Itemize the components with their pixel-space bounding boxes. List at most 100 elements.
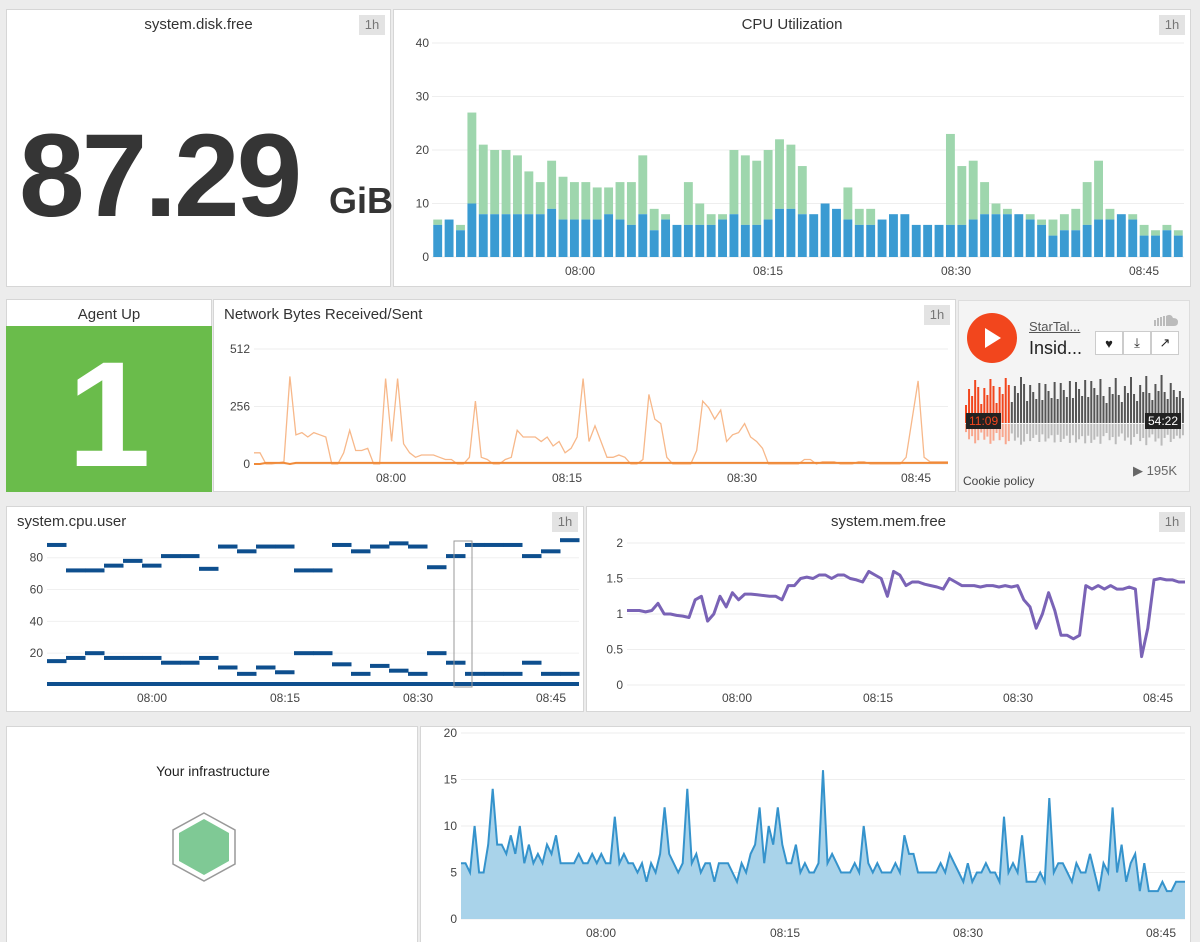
- cpu-bar-user: [877, 219, 887, 257]
- cpu-user-segment: [104, 563, 124, 568]
- waveform[interactable]: [965, 371, 1185, 451]
- waveform-bar: [1071, 398, 1074, 423]
- cpu-bar-total: [558, 176, 568, 220]
- cpu-bar-user: [581, 219, 591, 257]
- cpu-bar-user: [945, 224, 955, 257]
- cpu-bar-user: [604, 214, 614, 257]
- waveform-bar: [1032, 392, 1035, 423]
- cpu-bar-user: [456, 230, 465, 257]
- play-button[interactable]: [967, 313, 1017, 363]
- cpu-bar-user: [524, 214, 534, 257]
- cpu-bar-total: [569, 182, 579, 220]
- x-tick-label: 08:00: [586, 926, 616, 940]
- x-tick-label: 08:45: [536, 691, 566, 705]
- cpu-bar-user: [718, 219, 727, 257]
- cpu-user-segment: [484, 542, 504, 547]
- cpu-user-segment: [85, 568, 105, 573]
- waveform-bar: [1047, 391, 1050, 423]
- waveform-reflection: [1130, 424, 1132, 445]
- waveform-reflection: [1071, 424, 1074, 436]
- waveform-bar: [1178, 391, 1181, 423]
- cpu-bar-total: [547, 160, 557, 209]
- waveform-bar: [1120, 402, 1123, 423]
- cpu-user-segment: [427, 651, 447, 656]
- cpu-bar-total: [604, 187, 614, 215]
- x-tick-label: 08:00: [376, 471, 406, 485]
- cpu-user-segment: [161, 554, 181, 559]
- track-title[interactable]: Insid...: [1029, 338, 1083, 358]
- y-tick-label: 0: [243, 457, 250, 471]
- cpu-bar-user: [672, 224, 682, 257]
- track-artist-link[interactable]: StarTal...: [1029, 319, 1081, 334]
- waveform-reflection: [1078, 424, 1081, 440]
- soundcloud-player: StarTal... Insid... ♥ ⤓ ↗ 11:09 54:22 Co…: [958, 300, 1190, 492]
- timeframe-badge[interactable]: 1h: [1159, 512, 1185, 532]
- cpu-user-segment: [389, 668, 409, 673]
- y-tick-label: 0: [422, 250, 429, 264]
- mem-free-widget: system.mem.free 1h 2 1.5 1 0.5 0 08:00 08:15 08…: [586, 506, 1191, 712]
- timeframe-badge[interactable]: 1h: [552, 512, 578, 532]
- download-button[interactable]: ⤓: [1123, 331, 1151, 355]
- cpu-bar-total: [615, 182, 625, 220]
- cpu-utilization-chart[interactable]: 40 30 20 10 0 08:00 08:15 08:30 08:45: [394, 10, 1192, 288]
- like-button[interactable]: ♥: [1095, 331, 1123, 355]
- waveform-bar: [1062, 390, 1065, 423]
- waveform-reflection: [1047, 424, 1050, 439]
- waveform-reflection: [1010, 424, 1013, 434]
- waveform-reflection: [1142, 424, 1145, 438]
- cookie-policy-link[interactable]: Cookie policy: [963, 474, 1035, 488]
- waveform-bar: [1123, 386, 1126, 423]
- area-line: [461, 770, 1185, 893]
- waveform-reflection: [1029, 424, 1032, 442]
- cpu-user-segment: [237, 671, 257, 676]
- waveform-reflection: [1117, 424, 1120, 437]
- timeframe-badge[interactable]: 1h: [924, 305, 950, 325]
- timeframe-badge[interactable]: 1h: [1159, 15, 1185, 35]
- cpu-bar-total: [661, 214, 671, 220]
- waveform-reflection: [1007, 424, 1010, 442]
- y-tick-label: 1.5: [606, 572, 623, 586]
- cpu-bar-user: [1037, 224, 1047, 257]
- waveform-bar: [1133, 394, 1136, 423]
- waveform-reflection: [1154, 424, 1157, 442]
- widget-title: CPU Utilization: [741, 16, 843, 33]
- cpu-user-segment: [104, 655, 124, 660]
- waveform-bar: [974, 380, 977, 423]
- timeframe-badge[interactable]: 1h: [359, 15, 385, 35]
- area-chart[interactable]: 20 15 10 5 0 08:00 08:15 08:30 08:45: [421, 727, 1192, 942]
- cpu-bar-user: [661, 219, 671, 257]
- mem-free-chart[interactable]: 2 1.5 1 0.5 0 08:00 08:15 08:30 08:45: [587, 507, 1192, 713]
- x-tick-label: 08:00: [137, 691, 167, 705]
- cpu-bar-user: [1082, 224, 1092, 257]
- cpu-bar-user: [1014, 214, 1024, 257]
- cpu-bar-user: [797, 214, 807, 257]
- cpu-user-segment: [66, 655, 86, 660]
- cpu-user-segment: [370, 663, 390, 668]
- waveform-reflection: [1169, 424, 1172, 442]
- y-tick-label: 2: [616, 536, 623, 550]
- cpu-bar-user: [592, 219, 602, 257]
- waveform-reflection: [1096, 424, 1099, 437]
- cpu-bar-user: [626, 224, 636, 257]
- waveform-reflection: [1053, 424, 1056, 443]
- waveform-reflection: [968, 424, 971, 440]
- network-bytes-chart[interactable]: 512 256 0 08:00 08:15 08:30 08:45: [214, 300, 957, 493]
- cpu-user-segment: [180, 554, 200, 559]
- waveform-reflection: [1081, 424, 1084, 437]
- y-tick-label: 1: [616, 607, 623, 621]
- x-tick-label: 08:30: [403, 691, 433, 705]
- share-button[interactable]: ↗: [1151, 331, 1179, 355]
- waveform-reflection: [983, 424, 986, 440]
- agent-up-value: 1: [67, 330, 151, 498]
- waveform-bar: [1105, 403, 1108, 423]
- cpu-bar-total: [740, 155, 750, 225]
- waveform-reflection: [1175, 424, 1178, 436]
- cpu-user-segment: [66, 568, 86, 573]
- cpu-user-chart[interactable]: 80 60 40 20 08:00 08:15 08:30 08:45: [7, 507, 585, 713]
- host-hexagon-icon[interactable]: [170, 811, 238, 883]
- area-chart-widget: 20 15 10 5 0 08:00 08:15 08:30 08:45: [420, 726, 1191, 942]
- waveform-bar: [986, 395, 989, 423]
- cpu-user-segment: [256, 544, 276, 549]
- plays-icon: ▶: [1133, 463, 1143, 478]
- cpu-bar-user: [547, 208, 557, 257]
